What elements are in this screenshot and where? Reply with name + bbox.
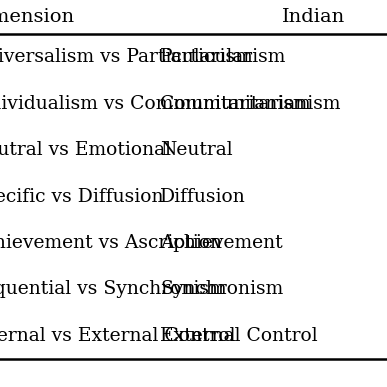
Text: Neutral: Neutral bbox=[160, 141, 233, 159]
Text: Dimension: Dimension bbox=[0, 8, 75, 26]
Text: Sequential vs Synchronism: Sequential vs Synchronism bbox=[0, 280, 227, 298]
Text: Individualism vs Communitarianism: Individualism vs Communitarianism bbox=[0, 95, 311, 113]
Text: Achievement vs Ascription: Achievement vs Ascription bbox=[0, 234, 222, 252]
Text: External Control: External Control bbox=[160, 327, 318, 345]
Text: Specific vs Diffusion: Specific vs Diffusion bbox=[0, 187, 163, 205]
Text: Universalism vs Particularism: Universalism vs Particularism bbox=[0, 48, 253, 66]
Text: Internal vs External Control: Internal vs External Control bbox=[0, 327, 236, 345]
Text: Neutral vs Emotional: Neutral vs Emotional bbox=[0, 141, 171, 159]
Text: Achievement: Achievement bbox=[160, 234, 283, 252]
Text: Diffusion: Diffusion bbox=[160, 187, 246, 205]
Text: Synchronism: Synchronism bbox=[160, 280, 283, 298]
Text: Indian: Indian bbox=[282, 8, 345, 26]
Text: Particularism: Particularism bbox=[160, 48, 286, 66]
Text: Communitarianism: Communitarianism bbox=[160, 95, 341, 113]
